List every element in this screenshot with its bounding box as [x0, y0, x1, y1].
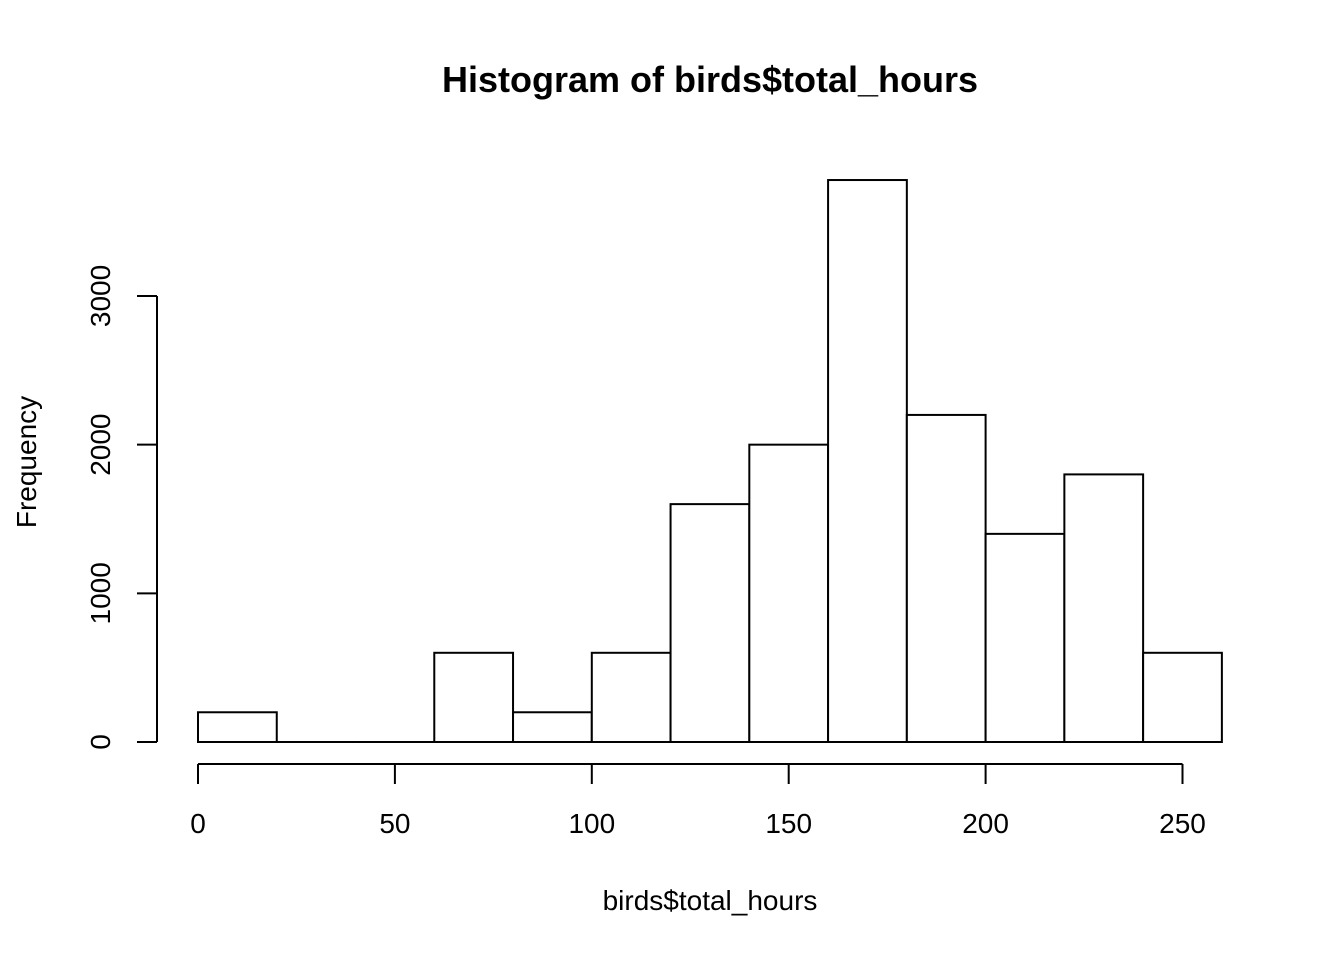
- x-tick-label: 50: [379, 808, 410, 839]
- bars-group: [197, 179, 1223, 743]
- histogram-bar: [827, 179, 908, 743]
- y-tick-label: 3000: [85, 265, 116, 327]
- histogram-bar: [1063, 473, 1145, 743]
- x-tick-label: 200: [962, 808, 1009, 839]
- x-tick-label: 250: [1159, 808, 1206, 839]
- y-axis-label: Frequency: [11, 396, 42, 528]
- chart-title: Histogram of birds$total_hours: [442, 59, 978, 100]
- histogram-bar: [669, 503, 751, 743]
- y-axis: 0 1000 2000 3000: [85, 265, 158, 750]
- histogram-bar: [512, 711, 593, 743]
- x-axis: 0 50 100 150 200 250: [190, 763, 1206, 839]
- y-tick-label: 0: [85, 734, 116, 750]
- histogram-bar: [590, 651, 672, 743]
- x-axis-label: birds$total_hours: [603, 885, 818, 916]
- histogram-bar: [905, 413, 987, 743]
- histogram-bar: [197, 711, 278, 743]
- y-tick-label: 1000: [85, 562, 116, 624]
- histogram-bar: [748, 443, 830, 743]
- x-tick-label: 100: [568, 808, 615, 839]
- x-tick-label: 0: [190, 808, 206, 839]
- histogram-bar: [1142, 651, 1223, 743]
- histogram-bar: [433, 651, 515, 743]
- y-tick-label: 2000: [85, 414, 116, 476]
- histogram-bar: [984, 532, 1066, 743]
- x-tick-label: 150: [765, 808, 812, 839]
